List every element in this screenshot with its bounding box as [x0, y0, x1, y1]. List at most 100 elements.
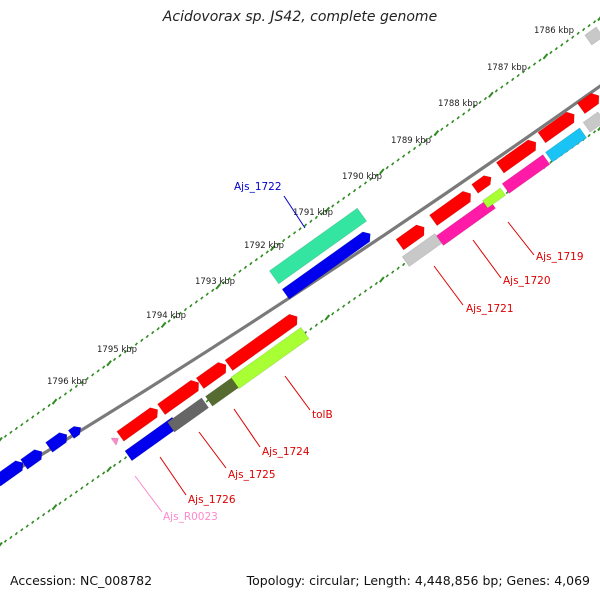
cog-ajs-1725-shape — [167, 397, 209, 433]
gene-label-ajs-1722: Ajs_1722 — [234, 181, 282, 193]
outer-ruler-tick — [429, 135, 433, 139]
cog-shape — [545, 127, 587, 163]
cog-ajs-1725 — [167, 397, 209, 433]
outer-ruler-tick — [597, 16, 600, 22]
gene-ajs-1719-shape — [471, 175, 492, 194]
outer-ruler-tick — [69, 388, 73, 392]
gene-ajs-1726-shape — [116, 407, 159, 442]
cog — [582, 111, 600, 133]
gene-ajs-1722-shape — [281, 231, 371, 300]
gene-ajs-1721-shape — [395, 224, 425, 251]
outer-ruler-tick — [20, 422, 24, 427]
inner-ruler-tick — [31, 520, 35, 524]
outer-ruler-tick — [156, 327, 160, 331]
outer-ruler-tick — [47, 403, 51, 408]
gene-ajs-1725-shape — [157, 379, 200, 416]
ruler-tick-label: 1794 kbp — [146, 311, 186, 321]
outer-ruler-tick — [309, 219, 313, 224]
outer-ruler-tick — [118, 353, 122, 358]
gene-ajs-1725 — [157, 379, 200, 416]
cog-ajs-1722-shape — [268, 207, 368, 285]
outer-ruler-tick — [134, 342, 138, 346]
outer-ruler-tick — [576, 31, 580, 36]
ruler-tick-label: 1793 kbp — [195, 277, 235, 287]
outer-ruler-tick — [516, 73, 520, 78]
outer-ruler-tick — [549, 50, 553, 55]
outer-ruler-tick — [194, 300, 198, 304]
label-leader — [198, 431, 227, 469]
inner-ruler-tick — [374, 281, 378, 286]
outer-ruler-tick — [145, 334, 149, 339]
inner-ruler-tick — [352, 296, 357, 301]
gene-ajs-r0023-shape — [110, 437, 119, 446]
outer-ruler-tick — [129, 346, 133, 350]
inner-ruler-tick — [363, 289, 368, 293]
outer-ruler-tick — [320, 211, 324, 216]
outer-ruler-tick — [112, 357, 117, 362]
ruler-tick-label: 1786 kbp — [534, 26, 574, 36]
outer-ruler-tick — [260, 254, 264, 258]
outer-ruler-tick — [85, 376, 89, 381]
outer-ruler-tick — [374, 173, 378, 178]
outer-ruler-tick — [102, 365, 106, 369]
inner-ruler-tick — [25, 524, 29, 528]
inner-ruler-tick — [112, 463, 117, 468]
outer-ruler-tick — [369, 177, 373, 181]
outer-ruler-tick — [342, 196, 346, 201]
outer-ruler-tick — [51, 398, 58, 405]
cog-tolB-shape — [230, 326, 310, 390]
outer-ruler-tick — [36, 411, 40, 415]
gene-ajs-1720 — [429, 190, 472, 227]
outer-ruler-tick — [511, 77, 515, 82]
outer-ruler-tick — [565, 39, 569, 43]
ruler-tick-label: 1796 kbp — [47, 377, 87, 387]
outer-ruler-tick — [9, 430, 13, 435]
outer-ruler-tick — [412, 146, 417, 151]
inner-ruler-tick — [42, 512, 46, 517]
outer-ruler-tick — [352, 188, 357, 193]
outer-ruler-tick — [303, 223, 308, 227]
inner-ruler-tick — [597, 126, 600, 132]
outer-ruler-tick — [472, 104, 477, 108]
outer-ruler-tick — [407, 150, 411, 154]
outer-ruler-tick — [396, 158, 400, 162]
label-leader — [284, 375, 311, 411]
cog — [545, 127, 587, 163]
cog-ajs-1720-shape — [436, 198, 496, 246]
outer-ruler-tick — [467, 108, 471, 112]
outer-ruler-tick — [14, 426, 18, 431]
inner-ruler-tick — [102, 471, 106, 475]
outer-ruler-tick — [3, 434, 8, 438]
gene-shape — [0, 460, 24, 487]
outer-ruler-tick — [25, 419, 29, 423]
outer-ruler-tick — [178, 311, 182, 316]
outer-ruler-tick — [336, 200, 340, 204]
outer-ruler-tick — [462, 112, 466, 116]
outer-ruler — [0, 16, 600, 442]
outer-ruler-tick — [542, 53, 549, 60]
inner-ruler-tick — [69, 494, 73, 498]
outer-ruler-tick — [522, 69, 526, 74]
cog-ajs-1719 — [482, 187, 506, 209]
outer-ruler-tick — [287, 234, 291, 239]
outer-ruler-tick — [243, 265, 248, 270]
gene-ajs-1726 — [116, 407, 159, 442]
outer-ruler-tick — [433, 129, 440, 137]
inner-ruler-tick — [9, 535, 13, 540]
ruler-labels: 1786 kbp 1787 kbp 1788 kbp 1789 kbp 1790 kbp… — [47, 26, 574, 387]
inner-ruler-tick — [63, 497, 68, 502]
outer-ruler-tick — [560, 43, 564, 47]
gene-shape — [495, 139, 537, 174]
outer-ruler-tick — [58, 396, 62, 400]
outer-ruler-tick — [151, 330, 155, 335]
inner-ruler-tick — [36, 516, 40, 521]
gene-ajs-r0023 — [110, 437, 119, 446]
outer-ruler-tick — [478, 100, 482, 105]
gene — [45, 432, 68, 453]
inner-ruler-tick — [369, 285, 373, 289]
outer-ruler-tick — [324, 206, 331, 213]
gene-ajs-1720-shape — [429, 190, 472, 227]
cog — [501, 154, 551, 194]
accession-text: Accession: NC_008782 — [10, 573, 153, 588]
outer-ruler-tick — [298, 227, 302, 231]
